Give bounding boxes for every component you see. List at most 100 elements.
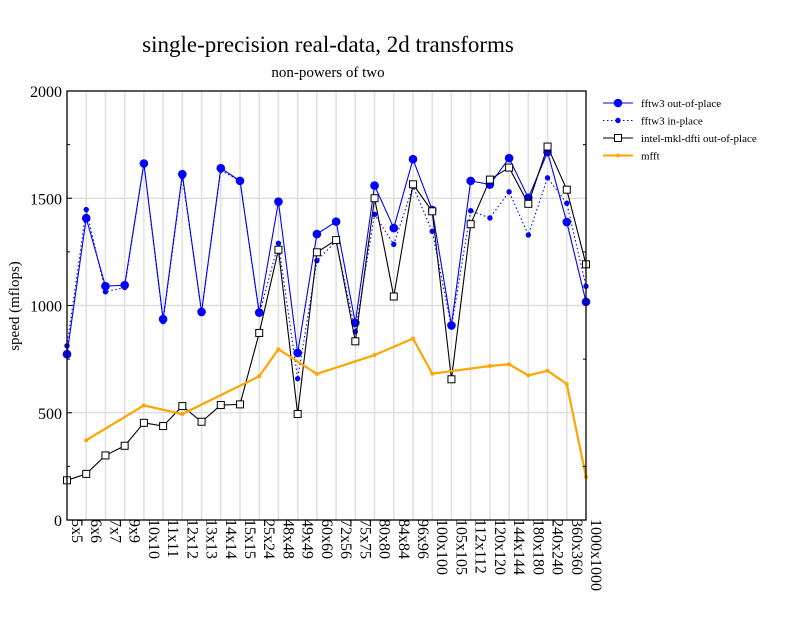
x-tick-label: 9x9 <box>126 519 143 543</box>
legend-label: mfft <box>641 151 660 163</box>
data-point-square <box>332 236 341 245</box>
data-point-square <box>197 417 206 426</box>
x-tick-label: 96x96 <box>414 519 431 559</box>
chart-subtitle: non-powers of two <box>271 65 384 81</box>
data-point <box>121 284 128 291</box>
data-point <box>544 175 551 181</box>
legend: fftw3 out-of-place fftw3 in-place intel-mk… <box>603 98 757 163</box>
x-tick-label: 120x120 <box>491 519 508 575</box>
data-point <box>370 181 379 190</box>
data-point <box>411 336 415 341</box>
x-tick-label: 144x144 <box>510 519 527 575</box>
legend-item: fftw3 in-place <box>603 116 703 128</box>
series-fftw3-in-place <box>64 160 589 382</box>
x-ticks: 5x5 6x6 7x7 9x9 10x10 11x11 12x12 13x13 14x14 15x… <box>68 519 604 591</box>
data-point-square <box>216 401 225 410</box>
data-point-square <box>562 185 571 194</box>
data-point <box>160 318 166 325</box>
data-point-square <box>614 134 622 142</box>
data-point <box>274 197 283 206</box>
data-point <box>564 382 569 387</box>
data-point <box>314 371 319 376</box>
data-point-square <box>139 418 148 427</box>
data-point <box>613 98 623 108</box>
chart-title: single-precision real-data, 2d transform… <box>142 32 514 57</box>
x-tick-label: 80x80 <box>376 519 393 559</box>
data-point <box>615 117 621 124</box>
data-point <box>141 160 147 167</box>
data-point <box>504 153 514 163</box>
x-tick-label: 14x14 <box>222 519 239 559</box>
data-point <box>141 403 146 408</box>
data-point <box>331 217 341 226</box>
y-tick-label: 2000 <box>30 84 62 101</box>
legend-label: fftw3 in-place <box>641 116 703 128</box>
series-fftw3-out-of-place <box>62 147 591 359</box>
data-point <box>294 375 301 382</box>
data-point-square <box>82 469 91 478</box>
data-point <box>257 374 262 379</box>
data-point <box>391 241 397 248</box>
data-point <box>564 200 570 206</box>
x-tick-label: 10x10 <box>145 519 162 559</box>
data-point-square <box>236 400 244 409</box>
x-tick-label: 75x75 <box>356 519 373 559</box>
data-point <box>237 178 243 184</box>
data-point-square <box>351 337 360 346</box>
data-point <box>101 281 110 291</box>
x-tick-label: 72x56 <box>337 519 354 559</box>
y-tick-label: 500 <box>38 406 62 423</box>
series-group <box>62 142 591 485</box>
x-tick-label: 11x11 <box>164 519 181 558</box>
data-point-square <box>485 175 494 184</box>
data-point-square <box>293 410 302 419</box>
x-tick-label: 240x240 <box>549 519 566 575</box>
data-point <box>429 228 435 234</box>
x-tick-label: 12x12 <box>183 519 200 559</box>
series-intel-mkl-dfti-out-of-place <box>63 142 590 485</box>
data-point <box>389 223 399 233</box>
series-mfft <box>84 336 588 479</box>
y-tick-label: 0 <box>54 513 62 530</box>
data-point-square <box>543 142 552 151</box>
x-tick-label: 1000x1000 <box>587 519 604 591</box>
legend-label: intel-mkl-dfti out-of-place <box>641 133 757 145</box>
x-tick-label: 15x15 <box>241 519 258 559</box>
data-point <box>312 229 322 239</box>
data-point <box>84 438 89 443</box>
data-point <box>616 153 620 158</box>
data-point-square <box>370 194 379 203</box>
data-point <box>314 257 320 264</box>
x-tick-label: 105x105 <box>452 519 469 575</box>
y-axis-label: speed (mflops) <box>7 261 23 351</box>
data-point <box>467 207 474 214</box>
data-point-square <box>389 292 398 301</box>
series-line <box>66 145 587 481</box>
data-point <box>372 353 377 358</box>
x-tick-label: 360x360 <box>568 519 585 575</box>
data-point <box>526 373 531 378</box>
data-point <box>562 217 572 227</box>
x-tick-label: 84x84 <box>395 519 412 559</box>
data-point-square <box>178 402 187 411</box>
data-point <box>487 215 493 221</box>
y-tick-label: 1500 <box>30 191 62 208</box>
data-point <box>466 176 475 186</box>
data-point <box>198 309 205 315</box>
data-point-square <box>312 248 321 257</box>
data-point <box>487 363 492 368</box>
data-point-square <box>101 451 110 460</box>
x-tick-label: 48x48 <box>279 519 296 559</box>
grid <box>67 91 586 520</box>
legend-item: intel-mkl-dfti out-of-place <box>603 133 757 145</box>
data-point-square <box>428 207 437 216</box>
x-tick-label: 13x13 <box>203 519 220 559</box>
data-point-square <box>466 220 475 229</box>
x-tick-label: 60x60 <box>318 519 335 559</box>
data-point <box>525 232 532 238</box>
data-point <box>408 154 418 164</box>
data-point <box>276 347 281 352</box>
data-point <box>102 289 109 295</box>
